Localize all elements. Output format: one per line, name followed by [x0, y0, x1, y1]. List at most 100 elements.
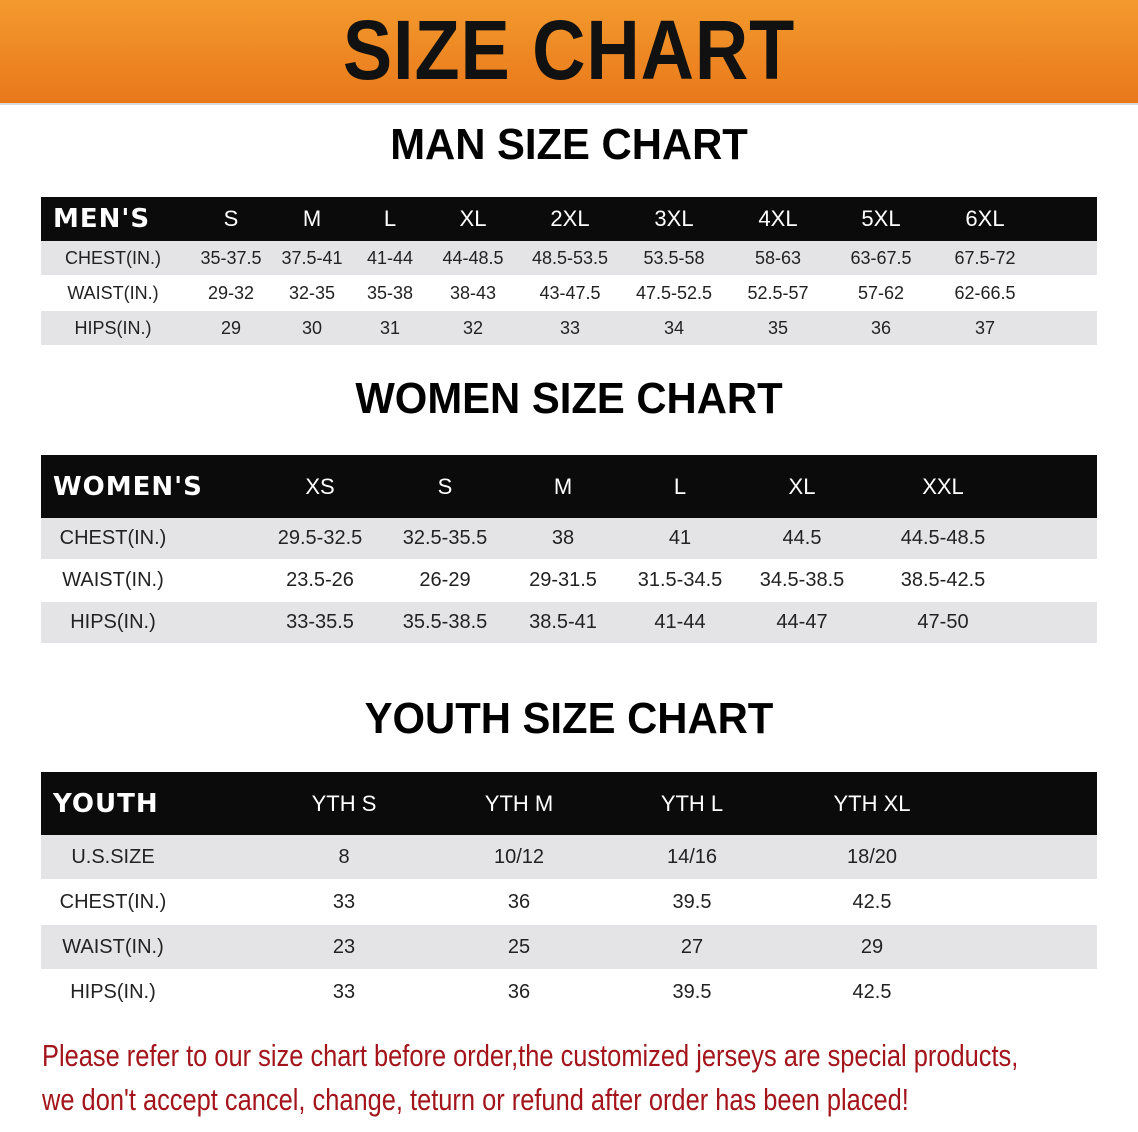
- table-cell: 39.5: [672, 980, 712, 1003]
- table-cell: 32.5-35.5: [402, 527, 488, 549]
- table-cell: 44-48.5: [442, 247, 504, 268]
- table-row: WAIST(IN.) 23.5-26 26-29 29-31.5 31.5-34.5 34…: [41, 560, 1097, 601]
- row-label: HIPS(IN.): [74, 317, 152, 338]
- table-cell: 34.5-38.5: [759, 569, 845, 591]
- size-header-4xl: 4XL: [758, 206, 798, 231]
- table-cell: 57-62: [857, 282, 905, 303]
- table-cell: 35: [767, 317, 789, 338]
- women-size-table: WOMEN'S XS S M L XL XXL CHEST(IN.) 29.5-32.5 32.5…: [41, 455, 1097, 645]
- table-cell: 58-63: [754, 247, 802, 268]
- table-cell: 31: [379, 317, 401, 338]
- size-header-xs: XS: [305, 473, 335, 499]
- size-header-m: M: [553, 473, 573, 499]
- table-cell: 33: [332, 980, 356, 1003]
- table-cell: 14/16: [666, 845, 718, 868]
- row-label: U.S.SIZE: [71, 845, 155, 868]
- table-header-row: MEN'S S M L XL 2XL 3XL 4XL 5XL 6XL: [41, 197, 1097, 241]
- table-cell: 27: [680, 935, 704, 958]
- table-cell: 38-43: [449, 282, 497, 303]
- table-header-row: YOUTH YTH S YTH M YTH L YTH XL: [41, 772, 1097, 835]
- table-row: WAIST(IN.) 29-32 32-35 35-38 38-43 43-47.5 47.…: [41, 276, 1097, 310]
- table-cell: 10/12: [493, 845, 545, 868]
- table-cell: 26-29: [419, 569, 471, 591]
- table-cell: 38.5-42.5: [900, 569, 986, 591]
- row-label: WAIST(IN.): [62, 569, 164, 591]
- table-row: CHEST(IN.) 29.5-32.5 32.5-35.5 38 41 44.5 44.5…: [41, 518, 1097, 559]
- table-cell: 29-31.5: [529, 569, 597, 591]
- table-cell: 37: [974, 317, 996, 338]
- table-cell: 33-35.5: [286, 611, 354, 633]
- table-cell: 41: [668, 527, 692, 549]
- size-header-xl: XL: [459, 206, 487, 231]
- row-label: WAIST(IN.): [67, 282, 159, 303]
- table-cell: 42.5: [852, 980, 892, 1003]
- table-cell: 23: [332, 935, 356, 958]
- row-label: HIPS(IN.): [70, 980, 156, 1003]
- table-header-row: WOMEN'S XS S M L XL XXL: [41, 455, 1097, 518]
- table-cell: 35-38: [366, 282, 414, 303]
- header-label: YOUTH: [53, 788, 159, 819]
- size-header-yth-xl: YTH XL: [833, 790, 911, 816]
- size-header-m: M: [302, 206, 322, 231]
- table-row: CHEST(IN.) 33 36 39.5 42.5: [41, 880, 1097, 924]
- youth-section-title: YOUTH SIZE CHART: [364, 694, 774, 743]
- table-cell: 36: [870, 317, 892, 338]
- row-label: CHEST(IN.): [65, 247, 161, 268]
- table-row: WAIST(IN.) 23 25 27 29: [41, 925, 1097, 969]
- table-cell: 35-37.5: [200, 247, 262, 268]
- table-cell: 25: [507, 935, 531, 958]
- men-size-table: MEN'S S M L XL 2XL 3XL 4XL 5XL 6XL CHEST(IN.) 35-37…: [41, 197, 1097, 346]
- table-cell: 41-44: [654, 611, 706, 633]
- size-header-2xl: 2XL: [550, 206, 590, 231]
- table-cell: 35.5-38.5: [402, 611, 488, 633]
- table-cell: 34: [663, 317, 685, 338]
- table-row: U.S.SIZE 8 10/12 14/16 18/20: [41, 835, 1097, 879]
- table-cell: 44-47: [776, 611, 828, 633]
- table-cell: 36: [507, 890, 531, 913]
- table-cell: 47-50: [917, 611, 969, 633]
- size-header-6xl: 6XL: [965, 206, 1005, 231]
- table-cell: 29: [860, 935, 884, 958]
- table-cell: 37.5-41: [281, 247, 343, 268]
- row-label: WAIST(IN.): [62, 935, 164, 958]
- table-cell: 29-32: [207, 282, 255, 303]
- title-banner: SIZE CHART: [0, 0, 1138, 105]
- table-cell: 53.5-58: [643, 247, 705, 268]
- table-cell: 32-35: [288, 282, 336, 303]
- size-header-l: L: [673, 473, 687, 499]
- table-cell: 67.5-72: [954, 247, 1016, 268]
- table-row: HIPS(IN.) 33 36 39.5 42.5: [41, 970, 1097, 1014]
- size-header-l: L: [383, 206, 397, 231]
- size-header-s: S: [223, 206, 239, 231]
- table-cell: 29: [220, 317, 242, 338]
- table-cell: 33: [332, 890, 356, 913]
- table-cell: 32: [462, 317, 484, 338]
- row-label: CHEST(IN.): [59, 527, 167, 549]
- table-row: HIPS(IN.) 29 30 31 32 33 34 35 36 37: [41, 311, 1097, 345]
- women-section-title: WOMEN SIZE CHART: [355, 374, 783, 423]
- table-row: HIPS(IN.) 33-35.5 35.5-38.5 38.5-41 41-44 44-…: [41, 602, 1097, 643]
- page-title: SIZE CHART: [342, 3, 796, 97]
- header-label: WOMEN'S: [53, 471, 203, 502]
- size-header-s: S: [437, 473, 453, 499]
- table-cell: 36: [507, 980, 531, 1003]
- size-header-yth-s: YTH S: [311, 790, 377, 816]
- table-cell: 44.5-48.5: [900, 527, 986, 549]
- size-header-xxl: XXL: [922, 473, 964, 499]
- size-header-xl: XL: [788, 473, 816, 499]
- youth-size-table: YOUTH YTH S YTH M YTH L YTH XL U.S.SIZE 8 10/12…: [41, 772, 1097, 1016]
- size-header-yth-l: YTH L: [660, 790, 724, 816]
- men-section-title: MAN SIZE CHART: [390, 120, 748, 169]
- table-cell: 39.5: [672, 890, 712, 913]
- table-cell: 52.5-57: [747, 282, 809, 303]
- table-cell: 8: [338, 845, 350, 868]
- table-cell: 38.5-41: [529, 611, 597, 633]
- table-cell: 41-44: [366, 247, 414, 268]
- table-cell: 33: [559, 317, 581, 338]
- table-cell: 62-66.5: [954, 282, 1016, 303]
- table-cell: 63-67.5: [850, 247, 912, 268]
- table-row: CHEST(IN.) 35-37.5 37.5-41 41-44 44-48.5 48.5…: [41, 241, 1097, 275]
- table-cell: 29.5-32.5: [277, 527, 363, 549]
- header-label: MEN'S: [53, 204, 151, 234]
- size-header-5xl: 5XL: [861, 206, 901, 231]
